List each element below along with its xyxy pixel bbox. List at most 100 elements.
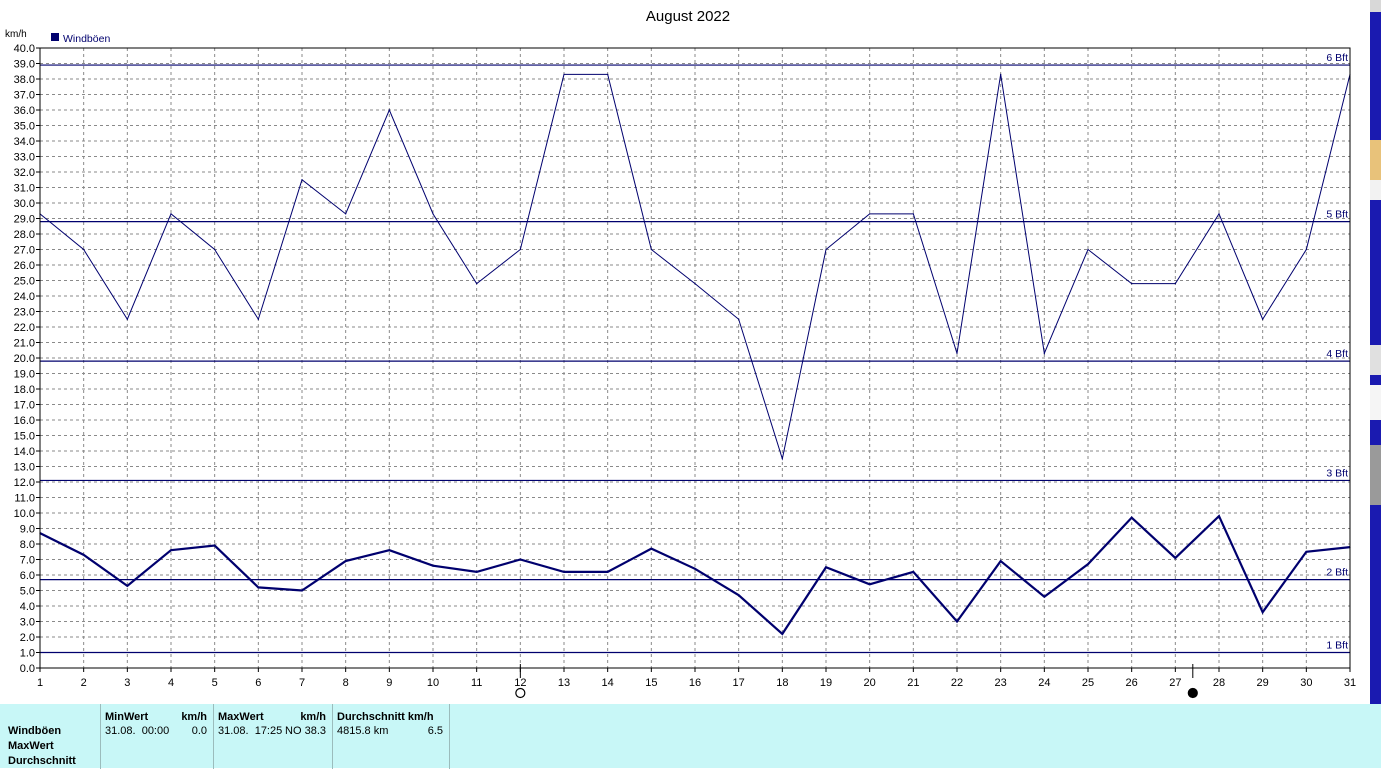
y-tick-label: 39.0 <box>14 59 35 71</box>
max-value: NO 38.3 <box>285 725 326 737</box>
y-tick-label: 31.0 <box>14 183 35 195</box>
data-point <box>869 583 871 585</box>
y-tick-label: 38.0 <box>14 74 35 86</box>
data-point <box>476 571 478 573</box>
y-tick-label: 18.0 <box>14 384 35 396</box>
data-point <box>432 565 434 567</box>
data-point <box>956 620 958 623</box>
data-point <box>301 179 303 181</box>
x-tick-label: 30 <box>1300 677 1312 689</box>
stats-row-labels: Windböen MaxWert Durchschnitt <box>0 704 101 769</box>
x-tick-label: 21 <box>907 677 919 689</box>
data-point <box>869 213 871 215</box>
y-tick-label: 0.0 <box>20 663 35 675</box>
y-tick-label: 8.0 <box>20 539 35 551</box>
x-tick-label: 10 <box>427 677 439 689</box>
data-point <box>257 318 259 320</box>
data-point <box>825 566 827 568</box>
y-tick-label: 23.0 <box>14 307 35 319</box>
y-tick-label: 6.0 <box>20 570 35 582</box>
x-tick-label: 20 <box>864 677 876 689</box>
bft-label: 4 Bft <box>1326 348 1348 360</box>
x-tick-label: 31 <box>1344 677 1356 689</box>
stats-panel: Windböen MaxWert Durchschnitt MinWert km/… <box>0 704 1381 769</box>
x-tick-label: 27 <box>1169 677 1181 689</box>
data-point <box>214 544 216 547</box>
data-point <box>607 571 609 573</box>
data-point <box>388 109 390 111</box>
x-tick-label: 16 <box>689 677 701 689</box>
data-point <box>738 318 740 320</box>
y-tick-label: 15.0 <box>14 431 35 443</box>
data-point <box>563 73 565 75</box>
x-tick-label: 5 <box>212 677 218 689</box>
data-point <box>519 248 521 251</box>
data-point <box>1000 560 1002 562</box>
data-point <box>1000 73 1002 75</box>
x-tick-label: 25 <box>1082 677 1094 689</box>
x-tick-label: 8 <box>343 677 349 689</box>
y-tick-label: 28.0 <box>14 229 35 241</box>
stats-avg-col: Durchschnitt km/h 4815.8 km 6.5 <box>332 704 450 769</box>
y-tick-label: 40.0 <box>14 43 35 55</box>
data-point <box>825 248 827 251</box>
data-point <box>1305 551 1307 553</box>
data-point <box>738 594 740 596</box>
y-axis-unit: km/h <box>5 29 27 40</box>
y-tick-label: 36.0 <box>14 105 35 117</box>
background-window-edge <box>1370 0 1381 768</box>
row-label-durchschnitt: Durchschnitt <box>8 755 76 767</box>
y-tick-label: 30.0 <box>14 198 35 210</box>
y-tick-label: 10.0 <box>14 508 35 520</box>
x-tick-label: 6 <box>255 677 261 689</box>
y-tick-label: 2.0 <box>20 632 35 644</box>
legend-label: Windböen <box>63 33 110 45</box>
x-tick-label: 24 <box>1038 677 1050 689</box>
y-tick-label: 12.0 <box>14 477 35 489</box>
stats-table: Windböen MaxWert Durchschnitt MinWert km/… <box>0 704 450 769</box>
data-point <box>476 283 478 285</box>
legend: Windböen <box>51 33 110 45</box>
new-moon-icon <box>1187 687 1198 699</box>
chart-title: August 2022 <box>646 8 730 25</box>
x-tick-label: 2 <box>81 677 87 689</box>
data-point <box>563 571 565 573</box>
bft-label: 2 Bft <box>1326 567 1348 579</box>
x-tick-label: 18 <box>776 677 788 689</box>
x-tick-label: 1 <box>37 677 43 689</box>
data-point <box>1262 318 1264 320</box>
y-tick-label: 25.0 <box>14 276 35 288</box>
max-time: 31.08. 17:25 <box>218 725 283 737</box>
y-tick-label: 19.0 <box>14 369 35 381</box>
y-tick-label: 22.0 <box>14 322 35 334</box>
wind-chart: August 2022 km/h Windböen 6 Bft 5 Bft 4 Bf… <box>5 8 1356 699</box>
x-tick-label: 29 <box>1257 677 1269 689</box>
series-layer <box>39 73 1351 636</box>
data-point <box>1087 563 1089 565</box>
x-tick-label: 7 <box>299 677 305 689</box>
data-point <box>607 73 609 75</box>
x-tick-label: 15 <box>645 677 657 689</box>
data-point <box>781 458 783 460</box>
y-tick-label: 27.0 <box>14 245 35 257</box>
legend-swatch <box>51 33 59 41</box>
x-tick-label: 12 <box>514 677 526 689</box>
bft-label: 5 Bft <box>1326 209 1348 221</box>
stats-min-col: MinWert km/h 31.08. 00:00 0.0 <box>100 704 214 769</box>
data-point <box>1174 557 1176 559</box>
x-tick-label: 4 <box>168 677 174 689</box>
data-point <box>126 585 128 587</box>
data-point <box>1131 517 1133 519</box>
data-point <box>126 318 128 320</box>
data-point <box>432 213 434 215</box>
avg-value: 6.5 <box>427 725 443 737</box>
data-point <box>301 589 303 592</box>
bft-label: 1 Bft <box>1326 640 1348 652</box>
x-tick-label: 3 <box>124 677 130 689</box>
data-point <box>694 568 696 570</box>
y-tick-label: 13.0 <box>14 462 35 474</box>
data-point <box>1087 248 1089 251</box>
data-point <box>1043 596 1045 598</box>
data-point <box>956 352 958 354</box>
y-tick-label: 29.0 <box>14 214 35 226</box>
